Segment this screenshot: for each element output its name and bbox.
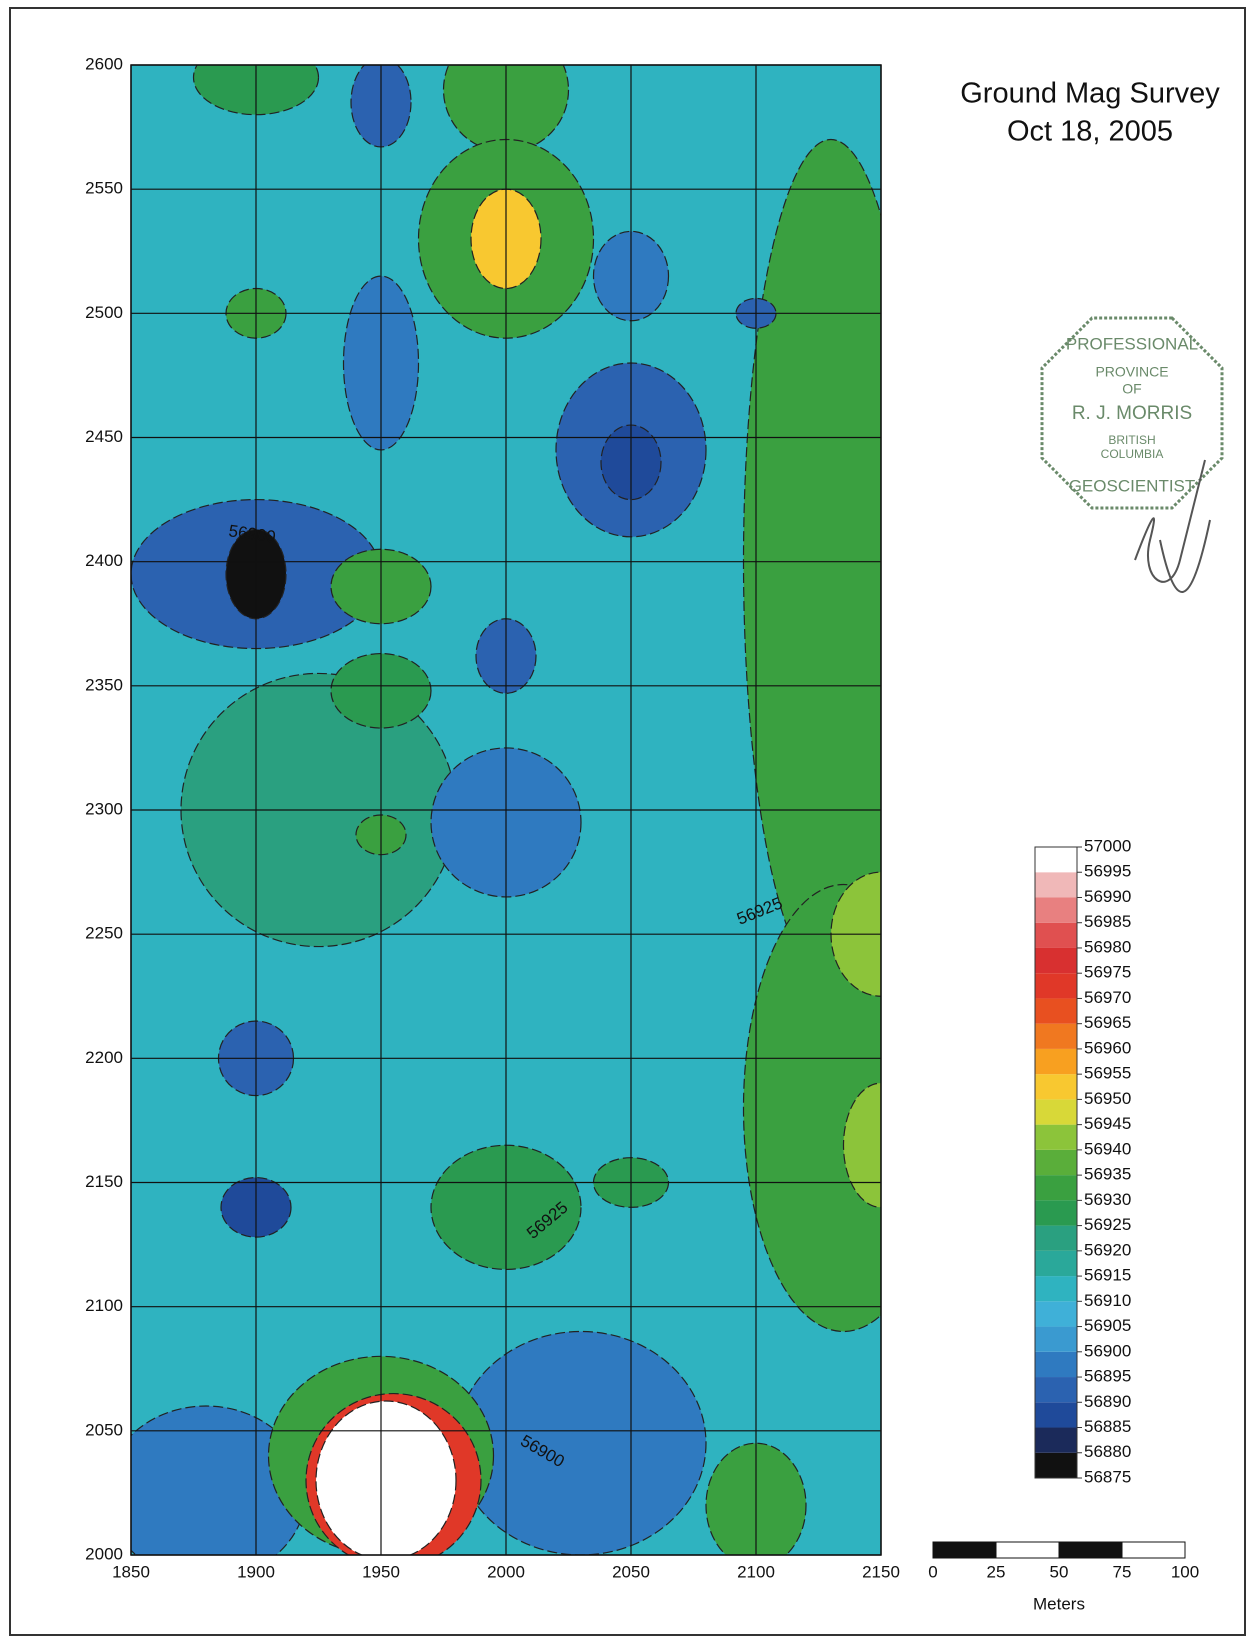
colorbar-label: 56920 [1084,1240,1131,1259]
map-title: Ground Mag Survey [960,78,1220,110]
page: 1850 1900 1950 2000 2050 2100 2150 2000 2050 2100… [0,0,1255,1645]
map-area [106,28,944,1580]
y-tick-label: 2250 [85,924,123,943]
y-tick-label: 2200 [85,1048,123,1067]
colorbar-label: 56885 [1084,1417,1131,1436]
scale-label: 75 [1113,1562,1132,1581]
colorbar-label: 56995 [1084,862,1131,881]
colorbar-label: 56990 [1084,887,1131,906]
x-tick-label: 2100 [737,1562,775,1581]
stamp-text: OF [1122,381,1141,397]
y-tick-label: 2100 [85,1296,123,1315]
colorbar-band [1035,1276,1077,1301]
scale-segment [1059,1542,1122,1558]
colorbar-band [1035,1049,1077,1074]
colorbar-band [1035,1301,1077,1326]
anomaly [456,1332,706,1556]
colorbar-band [1035,1428,1077,1453]
colorbar-label: 56930 [1084,1190,1131,1209]
colorbar-label: 56935 [1084,1165,1131,1184]
colorbar-band [1035,1125,1077,1150]
colorbar-label: 56985 [1084,912,1131,931]
colorbar-label: 56910 [1084,1291,1131,1310]
colorbar-band [1035,1327,1077,1352]
colorbar: 56875 56880 56885 56890 56895 56900 56905 56910… [1035,836,1131,1486]
y-tick-label: 2550 [85,179,123,198]
colorbar-band [1035,1453,1077,1478]
y-tick-label: 2400 [85,551,123,570]
stamp-text: GEOSCIENTIST [1069,476,1196,495]
colorbar-band [1035,1226,1077,1251]
colorbar-band [1035,923,1077,948]
x-tick-label: 2150 [862,1562,900,1581]
colorbar-label: 56960 [1084,1038,1131,1057]
stamp-text: BRITISH [1108,433,1155,447]
colorbar-label: 56900 [1084,1341,1131,1360]
colorbar-label: 56965 [1084,1013,1131,1032]
colorbar-label: 56980 [1084,937,1131,956]
colorbar-band [1035,1175,1077,1200]
x-tick-label: 1850 [112,1562,150,1581]
colorbar-label: 56970 [1084,988,1131,1007]
x-tick-label: 1950 [362,1562,400,1581]
scale-segment [933,1542,996,1558]
y-tick-label: 2000 [85,1544,123,1563]
scale-label: 100 [1171,1562,1199,1581]
stamp-text: R. J. MORRIS [1072,403,1192,424]
colorbar-label: 56955 [1084,1064,1131,1083]
colorbar-label: 56945 [1084,1114,1131,1133]
colorbar-label: 56950 [1084,1089,1131,1108]
scale-unit: Meters [1033,1594,1085,1613]
y-tick-label: 2450 [85,427,123,446]
colorbar-label: 56890 [1084,1392,1131,1411]
scale-segment [1122,1542,1185,1558]
colorbar-band [1035,897,1077,922]
x-tick-label: 2000 [487,1562,525,1581]
scale-segment [996,1542,1059,1558]
colorbar-band [1035,1200,1077,1225]
colorbar-label: 56915 [1084,1266,1131,1285]
colorbar-band [1035,1402,1077,1427]
colorbar-label: 57000 [1084,836,1131,855]
colorbar-label: 56925 [1084,1215,1131,1234]
scale-label: 50 [1050,1562,1069,1581]
colorbar-band [1035,1352,1077,1377]
x-tick-label: 2050 [612,1562,650,1581]
colorbar-band [1035,872,1077,897]
scale-label: 0 [928,1562,937,1581]
stamp-text: PROFESSIONAL [1066,334,1198,353]
colorbar-band [1035,998,1077,1023]
anomaly [316,1401,456,1560]
colorbar-band [1035,1150,1077,1175]
stamp-text: PROVINCE [1095,364,1168,380]
colorbar-band [1035,973,1077,998]
colorbar-label: 56940 [1084,1139,1131,1158]
scale-label: 25 [987,1562,1006,1581]
colorbar-label: 56895 [1084,1367,1131,1386]
colorbar-label: 56875 [1084,1467,1131,1486]
colorbar-band [1035,1377,1077,1402]
colorbar-label: 56975 [1084,963,1131,982]
y-tick-label: 2300 [85,799,123,818]
y-tick-label: 2350 [85,675,123,694]
colorbar-band [1035,1099,1077,1124]
colorbar-band [1035,948,1077,973]
y-tick-label: 2150 [85,1172,123,1191]
map-subtitle: Oct 18, 2005 [1007,116,1173,148]
stamp: PROFESSIONAL PROVINCE OF R. J. MORRIS BR… [1042,318,1222,592]
colorbar-band [1035,1024,1077,1049]
colorbar-band [1035,1251,1077,1276]
y-tick-label: 2050 [85,1420,123,1439]
colorbar-band [1035,847,1077,872]
y-tick-label: 2600 [85,54,123,73]
y-tick-label: 2500 [85,303,123,322]
colorbar-label: 56905 [1084,1316,1131,1335]
stamp-text: COLUMBIA [1101,447,1164,461]
colorbar-label: 56880 [1084,1442,1131,1461]
colorbar-band [1035,1074,1077,1099]
x-tick-label: 1900 [237,1562,275,1581]
